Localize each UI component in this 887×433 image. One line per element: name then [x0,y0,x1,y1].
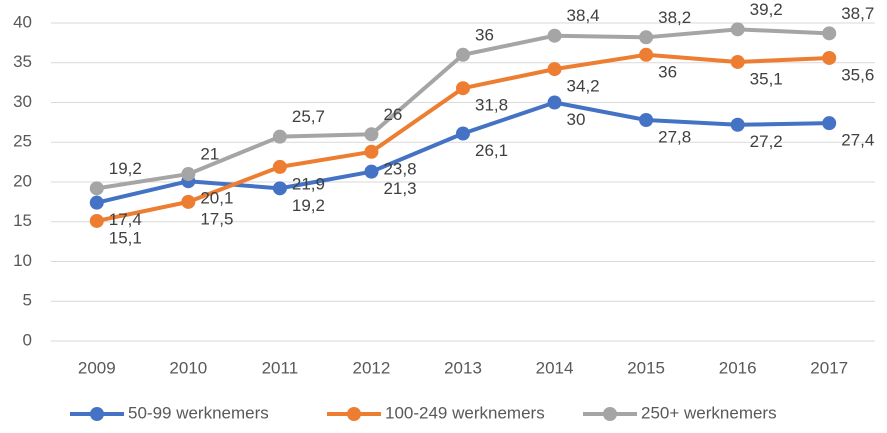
value-label: 15,1 [109,228,142,247]
point [822,50,837,65]
value-label: 27,8 [658,127,691,146]
y-tick-label: 30 [13,92,32,111]
point [547,95,562,110]
value-label: 27,4 [841,131,874,150]
value-label: 20,1 [200,189,233,208]
point [639,47,654,62]
point [456,126,470,141]
value-label: 36 [475,25,494,44]
y-tick-label: 40 [13,12,32,31]
point [456,81,470,96]
legend-marker [603,407,617,421]
point [272,159,287,174]
x-tick-label: 2017 [810,358,848,377]
point [639,30,654,45]
y-tick-label: 15 [13,211,32,230]
x-tick-label: 2015 [627,358,665,377]
x-tick-label: 2012 [353,358,391,377]
point [456,47,470,62]
point [730,54,745,69]
value-label: 21 [200,145,219,164]
legend-label: 50-99 werknemers [128,403,269,422]
point [272,129,287,144]
point [364,164,379,179]
value-label: 26,1 [475,141,508,160]
x-tick-label: 2009 [78,358,116,377]
legend-label: 250+ werknemers [641,403,777,422]
x-tick-label: 2010 [169,358,207,377]
value-label: 35,1 [750,69,783,88]
x-tick-label: 2011 [262,358,299,377]
point [547,28,562,43]
point [89,181,104,196]
point [639,112,654,127]
value-label: 25,7 [292,107,325,126]
y-tick-label: 5 [23,291,32,310]
point [181,167,196,182]
value-label: 38,7 [841,4,874,23]
value-label: 23,8 [383,159,416,178]
value-label: 17,4 [109,210,142,229]
value-label: 19,2 [109,159,142,178]
value-label: 21,9 [292,174,325,193]
value-label: 17,5 [200,209,233,228]
value-label: 19,2 [292,196,325,215]
x-tick-label: 2013 [444,358,482,377]
y-tick-label: 20 [13,171,32,190]
x-tick-label: 2014 [536,358,574,377]
point [181,194,196,209]
value-label: 30 [567,110,586,129]
x-tick-label: 2016 [719,358,757,377]
legend-label: 100-249 werknemers [385,403,545,422]
value-label: 26 [383,105,402,124]
y-tick-label: 25 [13,132,32,151]
y-tick-label: 10 [13,251,32,270]
point [364,144,379,159]
value-label: 36 [658,62,677,81]
value-label: 38,2 [658,8,691,27]
point [730,22,745,37]
point [272,181,287,196]
y-tick-label: 0 [23,330,32,349]
point [730,117,745,132]
point [89,213,104,228]
value-label: 35,6 [841,65,874,84]
point [547,62,562,77]
value-label: 31,8 [475,96,508,115]
value-label: 34,2 [567,77,600,96]
point [822,26,837,41]
legend-marker [347,407,361,421]
point [89,195,104,210]
legend-marker [90,407,104,421]
value-label: 21,3 [383,179,416,198]
point [364,127,379,142]
y-tick-label: 35 [13,52,32,71]
value-label: 38,4 [567,6,600,25]
point [822,116,837,131]
value-label: 27,2 [750,132,783,151]
value-label: 39,2 [750,0,783,19]
